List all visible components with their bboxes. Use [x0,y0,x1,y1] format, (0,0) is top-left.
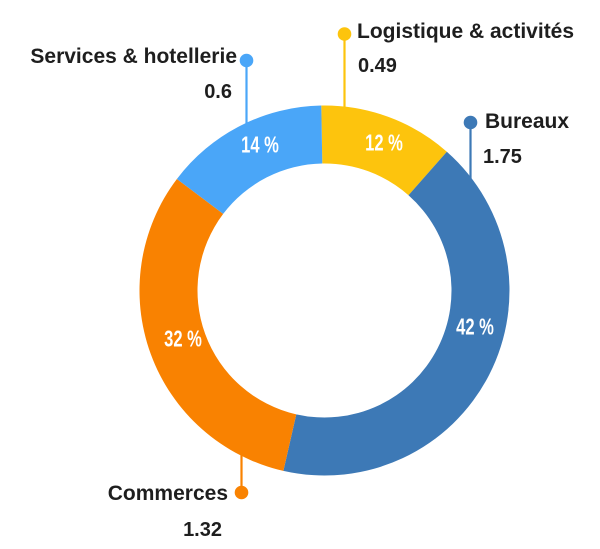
percent-label-bureaux: 42 % [456,313,494,340]
donut-segment-services[interactable] [176,105,323,214]
donut-segments [139,105,510,476]
callout-label-logistique: Logistique & activités [357,20,575,43]
donut-segment-logistique[interactable] [321,105,447,196]
callout-label-commerces: Commerces [107,482,228,505]
callout-value-services: 0.6 [204,81,232,103]
callout-label-bureaux: Bureaux [485,110,570,133]
percent-label-logistique: 12 % [365,129,403,156]
donut-segment-bureaux[interactable] [283,151,510,476]
callout-dot-commerces [234,485,249,500]
callout-dots [234,27,478,500]
callout-label-services: Services & hotellerie [30,45,237,68]
percent-label-commerces: 32 % [164,325,202,352]
percent-label-services: 14 % [241,131,279,158]
callout-dot-services [239,53,254,68]
callout-value-bureaux: 1.75 [483,146,522,168]
callout-dot-logistique [337,27,352,41]
callout-value-commerces: 1.32 [183,519,222,541]
callout-value-logistique: 0.49 [358,55,397,77]
donut-segment-commerces[interactable] [139,178,297,471]
callout-dot-bureaux [463,115,478,130]
